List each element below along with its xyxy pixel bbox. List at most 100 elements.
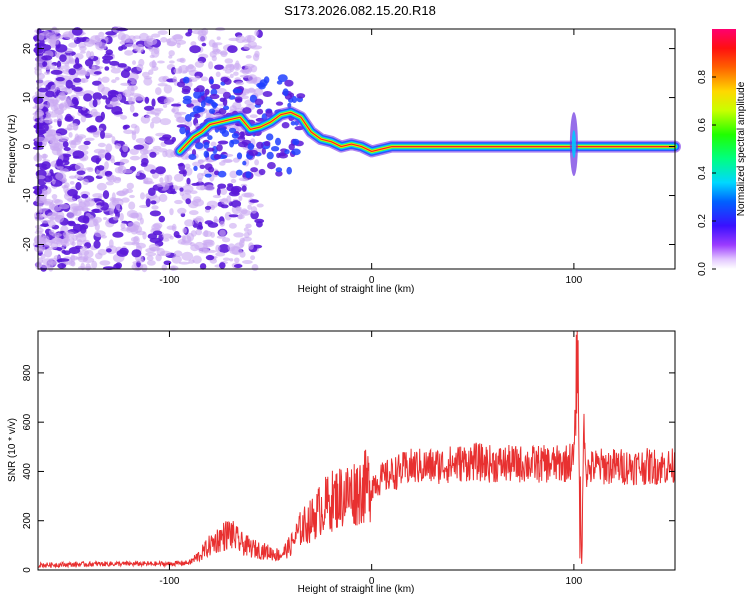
y-tick-label: 800 (22, 364, 33, 381)
noise-blob (182, 227, 188, 234)
noise-blob (62, 31, 74, 39)
noise-blob (48, 229, 55, 236)
noise-blob (97, 248, 107, 256)
noise-blob (276, 80, 283, 85)
noise-blob (291, 148, 301, 156)
noise-blob (76, 239, 83, 247)
noise-blob (226, 195, 232, 204)
noise-blob (193, 91, 202, 99)
noise-blob (155, 166, 166, 175)
noise-blob (239, 251, 246, 258)
noise-blob (233, 264, 243, 268)
noise-blob (209, 108, 216, 114)
noise-blob (169, 208, 174, 216)
noise-blob (64, 115, 74, 122)
noise-blob (122, 169, 133, 174)
noise-blob (44, 71, 51, 75)
noise-blob (146, 110, 156, 115)
noise-blob (51, 109, 64, 115)
noise-blob (129, 104, 135, 113)
noise-blob (222, 91, 231, 99)
noise-blob (247, 204, 252, 210)
noise-blob (121, 197, 130, 203)
noise-blob (177, 207, 187, 215)
noise-blob (143, 76, 152, 80)
noise-blob (94, 230, 106, 238)
noise-blob (224, 58, 234, 64)
noise-blob (116, 249, 128, 257)
noise-blob (157, 30, 168, 35)
noise-blob (179, 57, 186, 63)
noise-blob (135, 138, 147, 144)
noise-blob (207, 166, 215, 173)
noise-blob (105, 49, 114, 56)
noise-blob (228, 222, 237, 229)
noise-blob (178, 261, 190, 265)
y-tick-label: 10 (22, 92, 33, 104)
noise-blob (248, 242, 254, 250)
noise-blob (40, 253, 46, 259)
noise-blob (41, 258, 53, 265)
noise-blob (275, 170, 283, 177)
noise-blob (194, 60, 204, 68)
noise-blob (40, 264, 50, 269)
noise-blob (230, 187, 240, 195)
noise-blob (112, 216, 120, 221)
noise-blob (216, 144, 223, 152)
noise-blob (98, 153, 105, 159)
noise-blob (41, 219, 51, 224)
noise-blob (235, 81, 245, 86)
noise-blob (50, 261, 57, 266)
noise-blob (127, 96, 133, 104)
noise-blob (157, 148, 168, 153)
noise-blob (173, 250, 183, 257)
noise-blob (110, 68, 122, 74)
noise-blob (114, 143, 122, 150)
noise-blob (45, 111, 53, 115)
noise-blob (62, 231, 75, 238)
noise-blob (161, 264, 167, 271)
noise-blob (250, 167, 258, 173)
noise-blob (104, 170, 113, 176)
colorbar-label: Normalized spectral amplitude (736, 81, 747, 216)
noise-blob (219, 97, 226, 103)
noise-blob (232, 157, 240, 163)
noise-blob (203, 248, 210, 253)
noise-blob (146, 46, 159, 51)
y-tick-label: 400 (22, 463, 33, 480)
noise-blob (151, 116, 162, 124)
noise-blob (197, 221, 203, 229)
noise-blob (88, 198, 95, 202)
noise-blob (86, 126, 98, 133)
noise-blob (57, 258, 70, 262)
noise-blob (129, 155, 141, 161)
noise-blob (136, 64, 144, 72)
noise-blob (79, 224, 89, 230)
noise-blob (119, 161, 125, 168)
noise-blob (104, 66, 110, 71)
noise-blob (164, 174, 170, 183)
noise-blob (213, 219, 220, 223)
spectrogram-y-axis-label: Frequency (Hz) (7, 115, 18, 184)
noise-blob (256, 108, 264, 115)
noise-blob (200, 186, 206, 191)
noise-blob (74, 133, 80, 142)
noise-blob (190, 230, 197, 237)
noise-blob (185, 114, 192, 122)
noise-blob (146, 37, 158, 46)
noise-blob (92, 208, 100, 213)
noise-blob (221, 130, 230, 137)
noise-blob (204, 96, 213, 104)
noise-blob (40, 223, 50, 227)
noise-blob (178, 162, 186, 171)
noise-blob (133, 35, 141, 40)
noise-blob (84, 137, 95, 141)
noise-blob (111, 136, 116, 145)
noise-blob (202, 230, 213, 237)
noise-blob (42, 198, 54, 206)
noise-blob (172, 76, 177, 83)
noise-blob (131, 249, 142, 258)
noise-blob (242, 260, 253, 264)
noise-blob (127, 72, 139, 82)
